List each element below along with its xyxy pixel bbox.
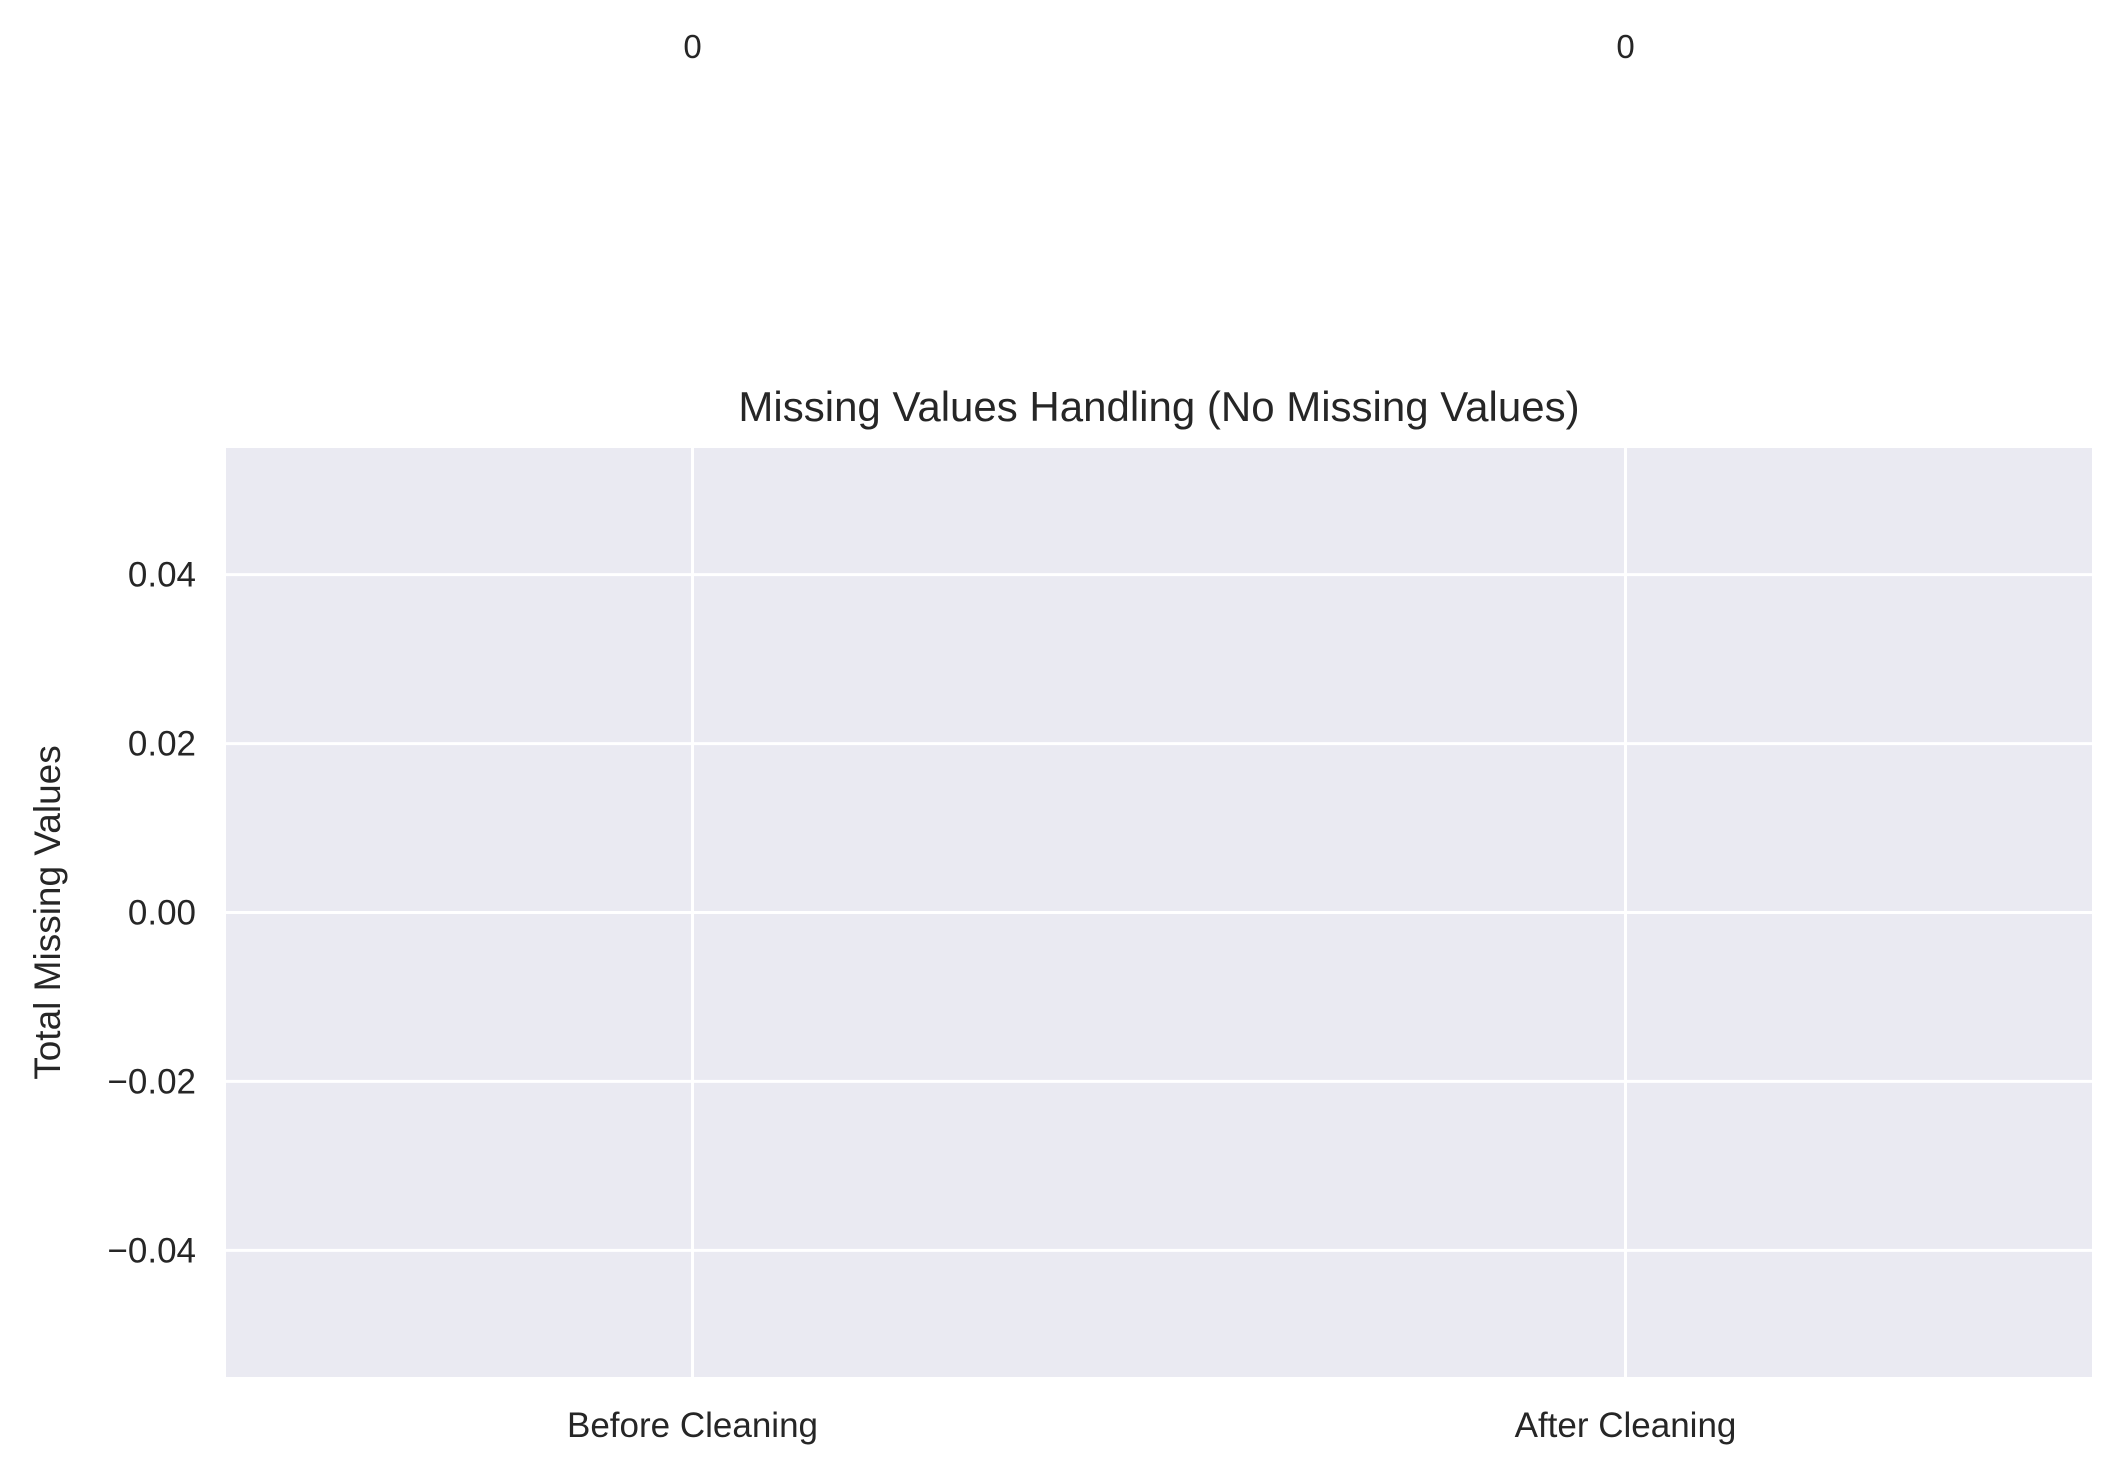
y-tick-label: 0.04: [128, 556, 196, 595]
y-tick-label: −0.04: [107, 1231, 196, 1270]
x-tick-label: Before Cleaning: [567, 1406, 818, 1445]
y-tick-label: −0.02: [107, 1062, 196, 1101]
y-axis-ticks: 0.04 0.02 0.00 −0.02 −0.04: [107, 556, 196, 1271]
y-tick-label: 0.00: [128, 894, 196, 933]
x-tick-label: After Cleaning: [1515, 1406, 1737, 1445]
y-tick-label: 0.02: [128, 725, 196, 764]
y-axis-label: Total Missing Values: [27, 745, 68, 1080]
x-axis-ticks: Before Cleaning After Cleaning: [567, 1406, 1736, 1445]
chart-title: Missing Values Handling (No Missing Valu…: [738, 383, 1579, 430]
grid-lines: [226, 448, 2092, 1377]
data-label: 0: [683, 28, 701, 65]
data-label: 0: [1616, 28, 1634, 65]
